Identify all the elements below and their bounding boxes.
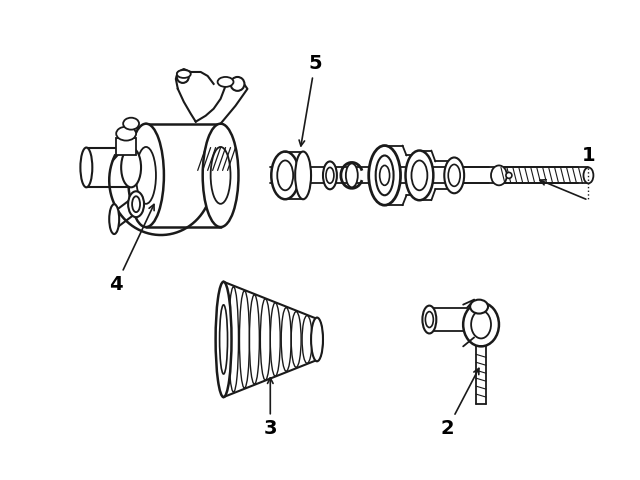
Ellipse shape <box>471 311 491 338</box>
Ellipse shape <box>470 300 488 313</box>
Ellipse shape <box>346 164 358 187</box>
Ellipse shape <box>177 70 191 78</box>
Text: 3: 3 <box>264 378 277 438</box>
Ellipse shape <box>128 192 144 217</box>
Ellipse shape <box>220 305 228 374</box>
Ellipse shape <box>123 118 139 130</box>
Ellipse shape <box>277 160 293 190</box>
Ellipse shape <box>406 151 433 200</box>
Ellipse shape <box>369 145 401 205</box>
Ellipse shape <box>203 124 239 227</box>
Ellipse shape <box>412 160 428 190</box>
Ellipse shape <box>448 165 460 186</box>
Ellipse shape <box>376 156 394 195</box>
Ellipse shape <box>463 302 499 347</box>
Ellipse shape <box>121 147 141 187</box>
Text: 1: 1 <box>582 146 595 165</box>
Ellipse shape <box>271 152 299 199</box>
Ellipse shape <box>216 282 232 397</box>
Ellipse shape <box>323 161 337 189</box>
Ellipse shape <box>426 312 433 327</box>
Text: 2: 2 <box>440 368 479 438</box>
Ellipse shape <box>295 152 311 199</box>
Ellipse shape <box>128 124 164 227</box>
Ellipse shape <box>81 147 92 187</box>
Ellipse shape <box>311 318 323 361</box>
Text: 4: 4 <box>109 204 154 294</box>
Ellipse shape <box>211 147 230 204</box>
Circle shape <box>506 172 512 179</box>
Ellipse shape <box>218 77 234 87</box>
Ellipse shape <box>444 157 464 193</box>
Ellipse shape <box>132 196 140 212</box>
Ellipse shape <box>584 168 593 183</box>
Ellipse shape <box>380 166 390 185</box>
Ellipse shape <box>422 306 436 334</box>
Ellipse shape <box>491 166 507 185</box>
Ellipse shape <box>136 147 156 204</box>
Ellipse shape <box>109 204 119 234</box>
Ellipse shape <box>326 168 334 183</box>
Circle shape <box>177 71 189 83</box>
Text: 5: 5 <box>299 54 322 146</box>
Ellipse shape <box>116 127 136 141</box>
Polygon shape <box>116 138 136 156</box>
Circle shape <box>230 77 244 91</box>
